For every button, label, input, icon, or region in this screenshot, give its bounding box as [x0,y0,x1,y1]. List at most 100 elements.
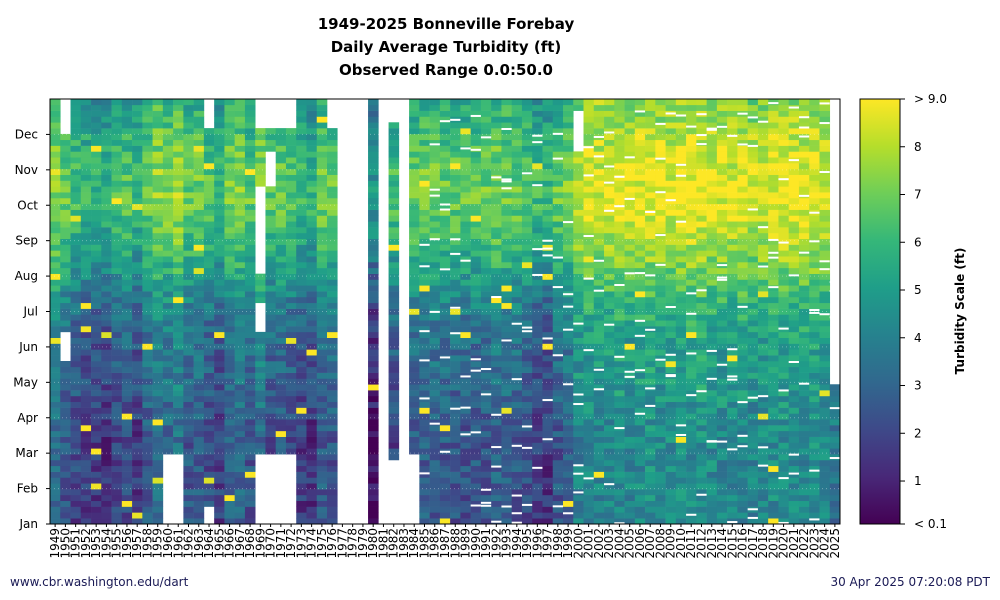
heatmap-cell [716,378,728,385]
heatmap-cell [91,232,102,240]
heatmap-cell [244,128,256,135]
heatmap-cell [265,430,277,437]
heatmap-cell [768,384,779,391]
heatmap-cell [686,326,697,333]
heatmap-cell [470,139,482,146]
heatmap-cell [203,390,215,397]
heatmap-cell [716,180,728,187]
heatmap-cell [132,471,143,478]
heatmap-cell [429,221,441,228]
heatmap-cell [142,163,153,170]
heatmap-cell [255,180,266,187]
heatmap-cell [193,401,205,408]
heatmap-cell [101,308,112,315]
heatmap-cell [450,238,461,245]
heatmap-cell [450,419,461,426]
heatmap-cell [655,471,666,478]
heatmap-cell [50,477,61,484]
heatmap-cell [327,512,338,519]
heatmap-cell [768,494,779,502]
heatmap-cell [532,320,543,327]
heatmap-cell [60,477,71,484]
heatmap-cell [614,360,625,368]
heatmap-cell [655,110,666,117]
heatmap-cell [224,483,235,490]
heatmap-cell [604,343,615,350]
heatmap-cell [706,355,718,362]
heatmap-cell [716,285,728,292]
heatmap-cell [757,390,769,397]
heatmap-cell [224,104,235,111]
heatmap-cell [132,145,143,152]
heatmap-cell [285,238,297,245]
heatmap-cell [460,314,471,321]
heatmap-cell [778,279,789,286]
heatmap-cell [121,390,133,397]
heatmap-cell [265,285,277,292]
heatmap-cell [50,326,61,333]
heatmap-cell [162,384,174,391]
heatmap-cell [593,320,605,327]
heatmap-cell [183,227,194,234]
heatmap-cell [511,244,523,251]
heatmap-cell [285,232,297,240]
heatmap-cell [491,477,502,484]
heatmap-cell [91,343,102,350]
heatmap-cell [727,425,738,432]
heatmap-cell [60,238,71,245]
heatmap-cell [316,413,328,420]
heatmap-cell [368,326,379,333]
heatmap-cell [665,232,677,240]
heatmap-cell [327,244,338,251]
heatmap-cell [552,413,564,420]
heatmap-cell [634,250,646,257]
heatmap-cell [214,500,225,507]
heatmap-cell [101,250,112,257]
heatmap-cell [562,419,574,426]
heatmap-cell [686,145,697,152]
heatmap-cell [634,133,646,141]
heatmap-cell [768,442,779,449]
heatmap-cell [460,157,471,164]
heatmap-cell [183,139,194,146]
heatmap-cell [285,436,297,443]
heatmap-cell [727,192,738,199]
heatmap-cell [624,343,636,350]
heatmap-cell [768,291,779,298]
heatmap-cell [91,197,102,205]
heatmap-cell [419,349,430,356]
heatmap-cell [768,489,779,496]
heatmap-cell [470,197,482,205]
heatmap-cell [696,215,707,222]
heatmap-cell [450,320,461,327]
heatmap-cell [203,489,215,496]
heatmap-cell [101,128,112,135]
heatmap-cell [203,407,215,414]
heatmap-cell [798,168,810,175]
heatmap-cell [50,407,61,414]
heatmap-cell [132,215,143,222]
heatmap-cell [121,238,133,245]
heatmap-cell [244,139,256,146]
heatmap-cell [532,326,543,333]
heatmap-cell [244,110,256,117]
heatmap-cell [521,483,533,490]
heatmap-cell [552,122,564,129]
heatmap-cell [296,401,307,408]
heatmap-cell [132,326,143,333]
heatmap-cell [91,279,102,286]
heatmap-cell [296,186,307,193]
heatmap-cell [60,279,71,286]
heatmap-cell [50,401,61,408]
heatmap-cell [460,296,471,304]
heatmap-cell [480,104,492,111]
heatmap-cell [624,331,636,338]
heatmap-cell [409,209,420,216]
heatmap-cell [70,337,82,344]
heatmap-cell [296,302,307,309]
heatmap-cell [152,203,164,210]
heatmap-cell [604,518,615,525]
heatmap-cell [306,448,318,455]
heatmap-cell [655,442,666,449]
heatmap-cell [665,471,677,478]
